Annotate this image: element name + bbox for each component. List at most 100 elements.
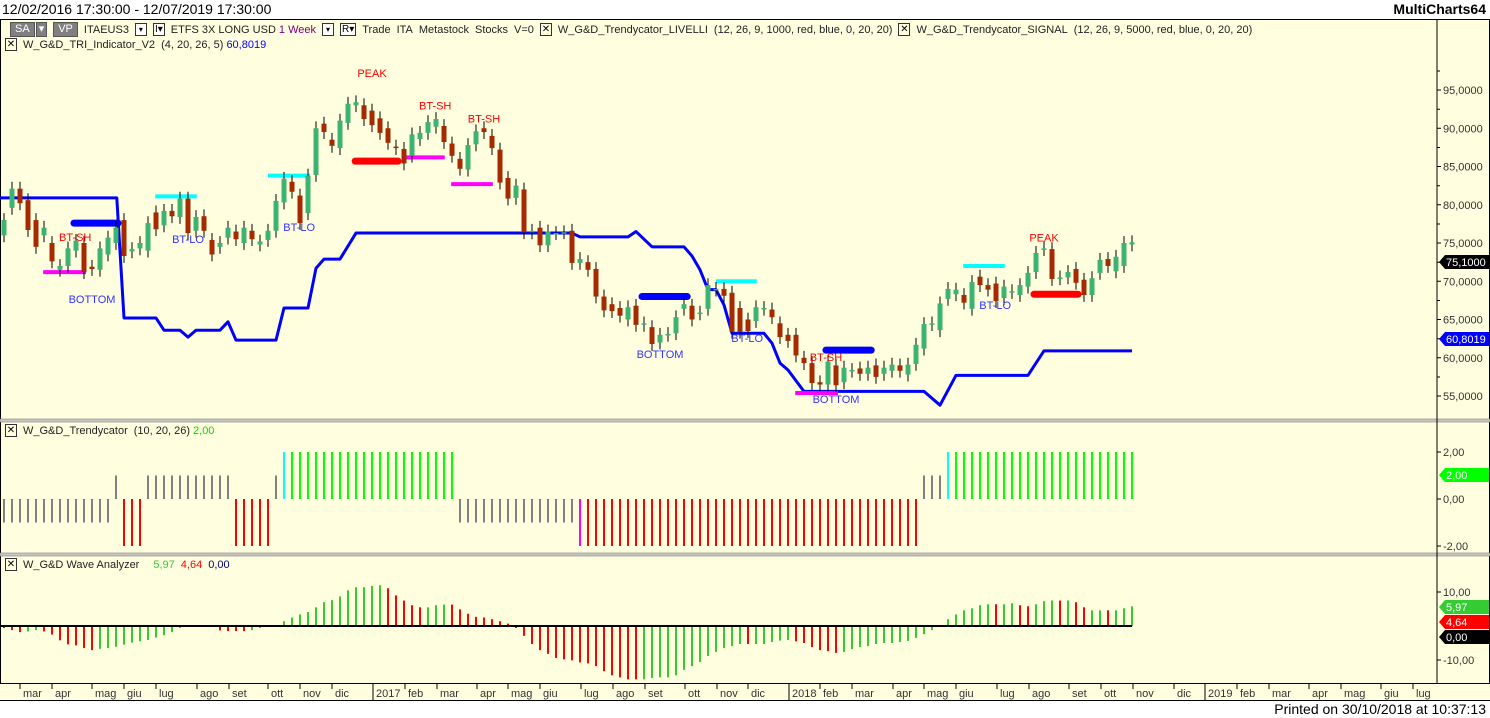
candle-down[interactable]: [385, 128, 391, 143]
close-study-icon[interactable]: ✕: [5, 38, 17, 51]
candle-up[interactable]: [889, 364, 895, 371]
candle-up[interactable]: [545, 231, 551, 246]
candle-up[interactable]: [681, 304, 687, 309]
candle-down[interactable]: [729, 292, 735, 332]
close-study-icon[interactable]: ✕: [5, 424, 17, 437]
candle-up[interactable]: [1017, 285, 1023, 296]
candle-up[interactable]: [1113, 256, 1119, 272]
panel-separator[interactable]: [0, 418, 1490, 423]
candle-up[interactable]: [761, 308, 767, 310]
candle-up[interactable]: [313, 128, 319, 175]
symbol-dropdown-icon[interactable]: ▾: [134, 23, 147, 36]
candle-down[interactable]: [689, 305, 695, 320]
candle-up[interactable]: [825, 361, 831, 385]
candle-up[interactable]: [41, 227, 47, 236]
candle-up[interactable]: [513, 185, 519, 198]
candle-up[interactable]: [265, 230, 271, 240]
candle-up[interactable]: [1, 220, 7, 236]
candle-down[interactable]: [961, 295, 967, 303]
candle-up[interactable]: [177, 198, 183, 217]
candle-down[interactable]: [857, 368, 863, 374]
candle-up[interactable]: [849, 369, 855, 372]
candle-down[interactable]: [793, 334, 799, 356]
candle-up[interactable]: [73, 240, 79, 251]
candle-up[interactable]: [129, 249, 135, 252]
candle-down[interactable]: [977, 276, 983, 286]
candle-down[interactable]: [585, 262, 591, 270]
candle-up[interactable]: [337, 120, 343, 149]
candle-up[interactable]: [1025, 272, 1031, 287]
candle-up[interactable]: [713, 288, 719, 291]
candle-down[interactable]: [1073, 269, 1079, 283]
candle-up[interactable]: [217, 243, 223, 247]
candle-down[interactable]: [801, 357, 807, 364]
candle-up[interactable]: [145, 223, 151, 251]
candle-down[interactable]: [497, 149, 503, 183]
candle-down[interactable]: [745, 319, 751, 331]
close-study-icon[interactable]: ✕: [539, 23, 552, 36]
candle-up[interactable]: [913, 344, 919, 364]
candle-up[interactable]: [193, 216, 199, 231]
candle-up[interactable]: [905, 364, 911, 375]
candle-down[interactable]: [537, 227, 543, 246]
candle-down[interactable]: [609, 304, 615, 312]
candle-up[interactable]: [409, 134, 415, 156]
candle-up[interactable]: [1009, 291, 1015, 293]
candle-down[interactable]: [873, 365, 879, 377]
candle-down[interactable]: [1105, 259, 1111, 266]
candle-down[interactable]: [897, 365, 903, 371]
candle-down[interactable]: [121, 220, 127, 257]
candle-up[interactable]: [417, 132, 423, 139]
candle-down[interactable]: [737, 308, 743, 332]
candle-down[interactable]: [361, 105, 367, 120]
candle-down[interactable]: [185, 198, 191, 234]
candle-up[interactable]: [97, 248, 103, 270]
candle-down[interactable]: [89, 266, 95, 270]
candle-up[interactable]: [921, 324, 927, 349]
candle-up[interactable]: [9, 188, 15, 208]
i-dropdown[interactable]: I▾: [152, 23, 165, 36]
candle-down[interactable]: [289, 181, 295, 192]
candle-up[interactable]: [225, 227, 231, 238]
candle-up[interactable]: [105, 237, 111, 255]
candle-down[interactable]: [233, 231, 239, 240]
candle-up[interactable]: [953, 289, 959, 295]
candle-up[interactable]: [529, 230, 535, 233]
candle-down[interactable]: [153, 212, 159, 230]
candle-up[interactable]: [665, 334, 671, 336]
candle-up[interactable]: [553, 233, 559, 235]
candle-up[interactable]: [945, 288, 951, 299]
candle-up[interactable]: [881, 367, 887, 374]
candle-down[interactable]: [169, 210, 175, 217]
candle-down[interactable]: [33, 220, 39, 247]
candle-up[interactable]: [257, 241, 263, 245]
r-dropdown[interactable]: R▾: [339, 23, 357, 36]
candle-up[interactable]: [161, 210, 167, 226]
candle-down[interactable]: [329, 139, 335, 146]
candle-up[interactable]: [345, 103, 351, 123]
candle-up[interactable]: [937, 303, 943, 331]
candle-up[interactable]: [705, 285, 711, 309]
candle-down[interactable]: [441, 125, 447, 143]
candle-down[interactable]: [777, 323, 783, 338]
candle-up[interactable]: [753, 307, 759, 322]
candle-down[interactable]: [81, 243, 87, 273]
candle-up[interactable]: [425, 122, 431, 133]
candle-up[interactable]: [969, 282, 975, 309]
candle-down[interactable]: [1081, 279, 1087, 296]
sa-dropdown-icon[interactable]: ▾: [35, 22, 48, 37]
candle-down[interactable]: [593, 269, 599, 297]
chart-canvas[interactable]: 95,0000 90,0000 85,0000 80,0000 75,0000 70,00…: [0, 19, 1490, 701]
candle-down[interactable]: [249, 230, 255, 240]
candle-up[interactable]: [281, 178, 287, 203]
candle-down[interactable]: [649, 327, 655, 344]
candle-down[interactable]: [721, 288, 727, 296]
candle-up[interactable]: [841, 367, 847, 383]
candle-up[interactable]: [305, 175, 311, 214]
candle-up[interactable]: [137, 243, 143, 249]
candle-down[interactable]: [633, 305, 639, 325]
candle-up[interactable]: [473, 131, 479, 145]
candle-up[interactable]: [577, 259, 583, 263]
sa-button[interactable]: SA: [10, 22, 35, 37]
candle-down[interactable]: [393, 146, 399, 149]
